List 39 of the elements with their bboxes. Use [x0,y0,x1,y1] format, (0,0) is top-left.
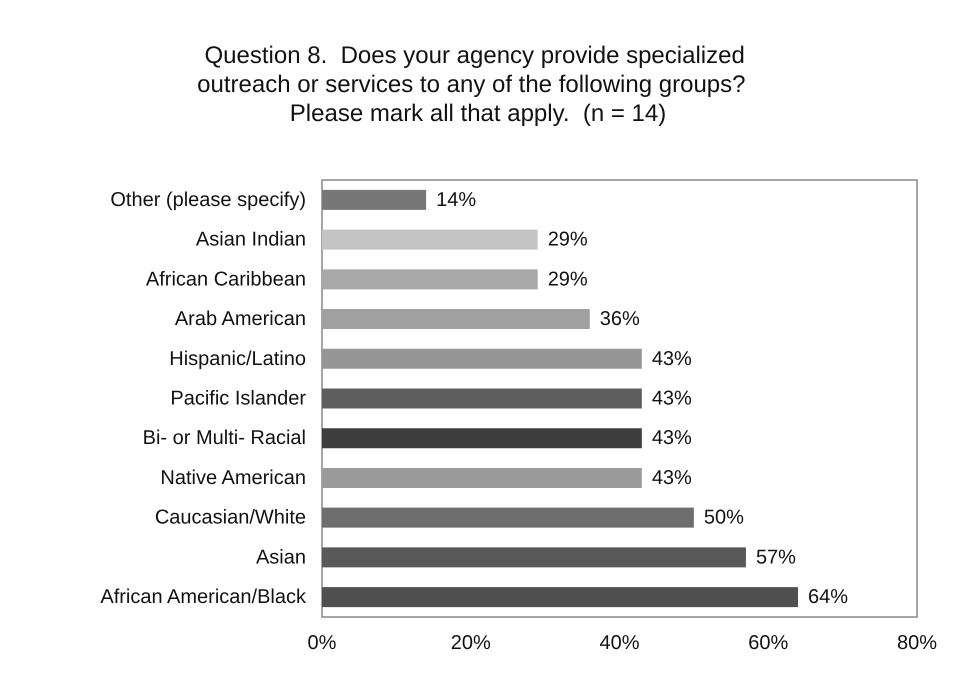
bar [322,230,538,250]
x-tick-label: 0% [308,632,337,654]
y-tick-label: African Caribbean [146,268,306,290]
y-tick-label: African American/Black [100,586,307,608]
bar [322,190,426,210]
y-tick-label: Other (please specify) [110,188,306,211]
data-label: 50% [704,506,744,529]
bar [322,348,642,369]
y-tick-label: Bi- or Multi- Racial [142,427,306,450]
data-label: 36% [600,308,640,330]
y-tick-label: Asian [256,546,306,568]
data-label: 29% [548,228,588,251]
y-tick-label: Native American [160,466,306,489]
x-tick-label: 60% [748,632,788,654]
data-label: 64% [808,586,848,608]
x-tick-label: 20% [450,632,491,654]
data-label: 43% [652,466,692,489]
y-tick-label: Hispanic/Latino [169,348,306,370]
data-label: 57% [756,546,796,568]
data-label: 43% [652,427,692,450]
bar [322,309,590,330]
data-label: 29% [548,268,588,290]
y-tick-label: Pacific Islander [170,388,306,410]
data-label: 14% [436,188,476,211]
chart-title: Question 8. Does your agency provide specialized outreach or services to any of the following groups? Please mark all that apply. (n = 14) [197,42,759,127]
y-tick-label: Asian Indian [196,228,306,251]
bar [322,428,642,448]
data-label: 43% [652,388,692,410]
bar [322,508,694,528]
bar [322,388,642,408]
x-tick-label: 40% [599,632,640,654]
bar [322,587,798,608]
y-tick-label: Caucasian/White [154,506,306,529]
bar [322,547,746,568]
y-tick-label: Arab American [174,308,306,330]
bar [322,269,538,290]
x-tick-label: 80% [896,632,938,654]
bar [322,468,642,488]
data-label: 43% [652,348,692,370]
